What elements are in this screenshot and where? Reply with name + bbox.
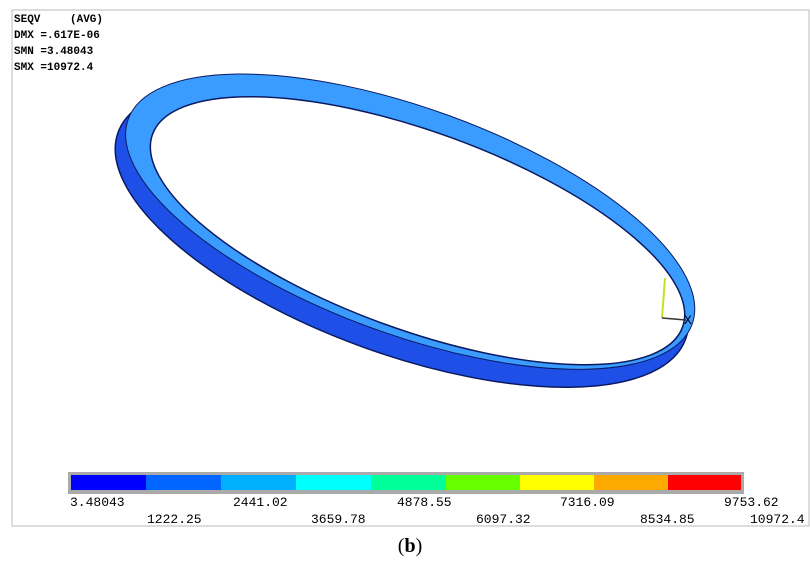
legend-label: 6097.32 — [476, 512, 531, 527]
header-line: SMN =3.48043 — [14, 46, 94, 58]
legend-label: 1222.25 — [147, 512, 202, 527]
colorbar-segment — [371, 475, 446, 490]
colorbar — [68, 472, 744, 494]
header-line: DMX =.617E-06 — [14, 30, 100, 42]
caption-part: ) — [416, 535, 423, 557]
colorbar-segment — [520, 475, 594, 490]
ring — [114, 73, 696, 388]
axis-label: X — [684, 313, 692, 328]
legend-label: 4878.55 — [397, 495, 452, 510]
caption-part: ( — [398, 535, 405, 557]
legend-label: 3659.78 — [311, 512, 366, 527]
axis-x — [661, 317, 687, 321]
colorbar-segment — [668, 475, 741, 490]
legend-label: 7316.09 — [560, 495, 615, 510]
header-avg: (AVG) — [70, 14, 103, 26]
caption: (b) — [398, 535, 422, 557]
colorbar-segment — [296, 475, 371, 490]
header-line: SMX =10972.4 — [14, 62, 94, 74]
legend-labels: 3.48043 1222.25 2441.02 3659.78 4878.55 … — [70, 495, 805, 527]
colorbar-segment — [146, 475, 221, 490]
ring-cut — [640, 328, 656, 348]
colorbar-segment — [71, 475, 146, 490]
axis-y — [661, 277, 666, 319]
legend-label: 3.48043 — [70, 495, 125, 510]
legend-label: 10972.4 — [750, 512, 805, 527]
colorbar-segment — [221, 475, 296, 490]
legend-label: 9753.62 — [724, 495, 779, 510]
legend-label: 8534.85 — [640, 512, 695, 527]
colorbar-segment — [446, 475, 520, 490]
ring-hole — [149, 95, 686, 366]
caption-part: b — [404, 535, 415, 557]
colorbar-segment — [594, 475, 668, 490]
legend-label: 2441.02 — [233, 495, 288, 510]
header-title: SEQV — [14, 14, 41, 26]
